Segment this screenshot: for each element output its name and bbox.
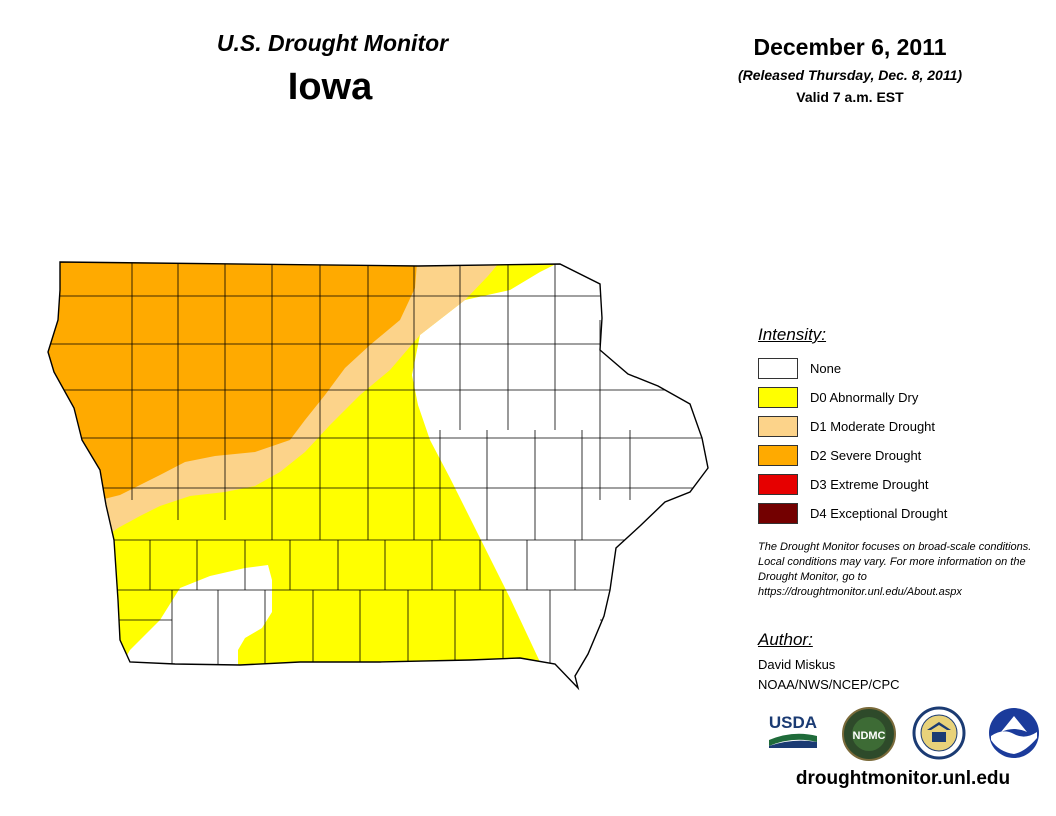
legend-swatch <box>758 416 798 437</box>
author-organization: NOAA/NWS/NCEP/CPC <box>758 677 900 692</box>
legend-label: D3 Extreme Drought <box>810 477 929 492</box>
valid-time: Valid 7 a.m. EST <box>796 89 904 105</box>
legend-label: D0 Abnormally Dry <box>810 390 919 405</box>
legend-swatch <box>758 358 798 379</box>
usda-logo-text: USDA <box>769 713 817 732</box>
legend-swatch <box>758 445 798 466</box>
agency-logos: USDA NDMC <box>765 706 1045 762</box>
author-name: David Miskus <box>758 657 836 672</box>
commerce-seal-icon <box>912 706 966 760</box>
legend-label: None <box>810 361 842 376</box>
legend-item-d2: D2 Severe Drought <box>758 441 1038 470</box>
legend-title: Intensity: <box>758 325 827 344</box>
county-lines <box>48 262 708 665</box>
d2-severe-drought-area <box>48 262 418 500</box>
author-title: Author: <box>758 630 813 649</box>
legend-label: D1 Moderate Drought <box>810 419 936 434</box>
state-title: Iowa <box>287 66 373 108</box>
legend-swatch <box>758 474 798 495</box>
usda-logo-icon: USDA <box>769 713 817 748</box>
release-note: (Released Thursday, Dec. 8, 2011) <box>737 67 963 83</box>
ndmc-logo-text: NDMC <box>853 730 886 742</box>
map-date: December 6, 2011 <box>753 34 947 60</box>
legend-item-d3: D3 Extreme Drought <box>758 470 1038 499</box>
website-link[interactable]: droughtmonitor.unl.edu <box>795 768 1011 789</box>
legend-item-none: None <box>758 354 1038 383</box>
ndmc-logo-icon: NDMC <box>842 707 896 761</box>
drought-monitor-note: The Drought Monitor focuses on broad-sca… <box>758 541 1032 598</box>
legend-label: D4 Exceptional Drought <box>810 506 948 521</box>
legend-item-d4: D4 Exceptional Drought <box>758 499 1038 528</box>
legend-swatch <box>758 503 798 524</box>
noaa-logo-icon <box>989 708 1039 758</box>
no-drought-area-southwest <box>120 565 272 668</box>
legend-item-d0: D0 Abnormally Dry <box>758 383 1038 412</box>
legend-item-d1: D1 Moderate Drought <box>758 412 1038 441</box>
intensity-legend: None D0 Abnormally Dry D1 Moderate Droug… <box>758 354 1038 528</box>
legend-label: D2 Severe Drought <box>810 448 922 463</box>
map-supertitle: U.S. Drought Monitor <box>216 30 449 56</box>
legend-swatch <box>758 387 798 408</box>
